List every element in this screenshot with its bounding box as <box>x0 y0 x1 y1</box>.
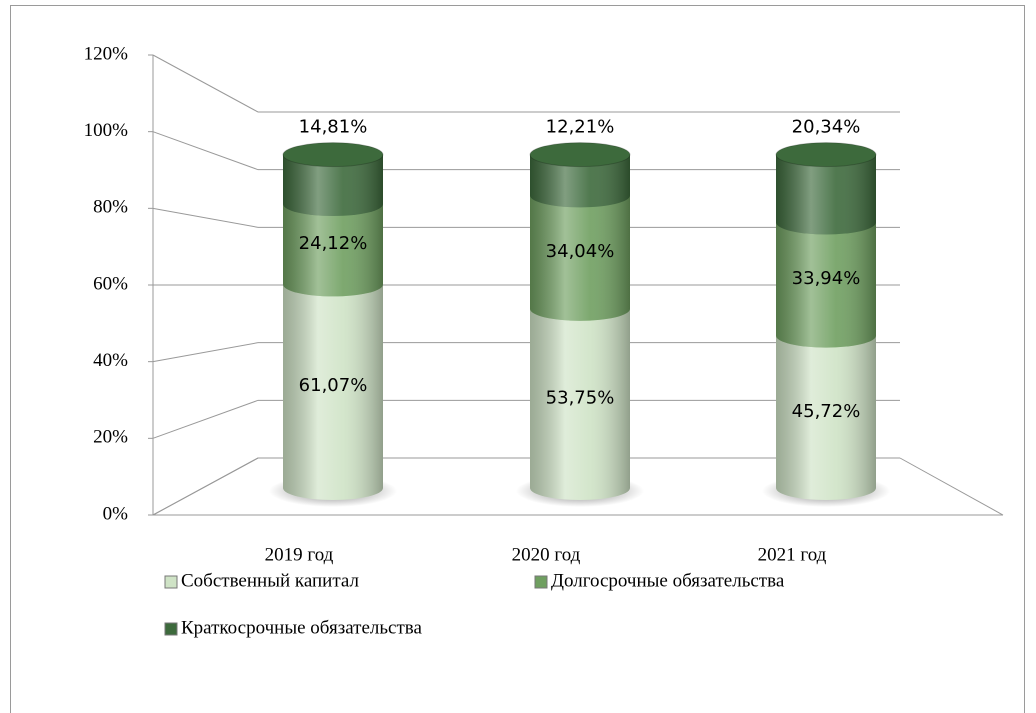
y-tick-label: 80% <box>93 197 128 218</box>
x-tick-label: 2020 год <box>512 544 581 565</box>
bar-shine <box>776 335 876 500</box>
legend-label: Собственный капитал <box>181 570 359 591</box>
bar-top <box>282 142 384 168</box>
x-tick-label: 2021 год <box>758 544 827 565</box>
bar-top <box>529 142 631 168</box>
grid-line <box>152 54 259 113</box>
y-tick-label: 40% <box>93 350 128 371</box>
value-label: 33,94% <box>792 268 861 289</box>
x-tick-label: 2019 год <box>265 544 334 565</box>
value-label: 53,75% <box>546 387 615 408</box>
legend-label: Долгосрочные обязательства <box>551 570 785 591</box>
chart-frame <box>10 5 1025 713</box>
value-label: 24,12% <box>299 233 368 254</box>
value-label: 14,81% <box>299 117 368 138</box>
value-label: 34,04% <box>546 241 615 262</box>
y-tick-label: 120% <box>84 43 129 64</box>
y-tick-label: 100% <box>84 120 129 141</box>
floor-right <box>899 457 1004 516</box>
grid-line <box>152 207 259 228</box>
bar-shine <box>530 195 630 321</box>
legend-swatch <box>534 575 548 589</box>
legend-swatch <box>164 575 178 589</box>
bar-shine <box>530 154 630 208</box>
grid-line <box>152 342 259 363</box>
bar-top <box>775 142 877 168</box>
grid-line <box>152 399 259 439</box>
bar-shine <box>283 154 383 217</box>
grid-line <box>152 457 259 516</box>
value-label: 61,07% <box>299 375 368 396</box>
y-tick-label: 60% <box>93 273 128 294</box>
grid-line <box>152 131 259 171</box>
legend-swatch <box>164 622 178 636</box>
bar-shine <box>776 222 876 348</box>
value-label: 20,34% <box>792 117 861 138</box>
y-tick-label: 0% <box>103 503 129 524</box>
bar-shine <box>776 154 876 235</box>
bar-shine <box>530 308 630 500</box>
bar-shine <box>283 204 383 297</box>
legend-label: Краткосрочные обязательства <box>181 617 422 638</box>
bar-shine <box>283 284 383 500</box>
value-label: 45,72% <box>792 401 861 422</box>
value-label: 12,21% <box>546 117 615 138</box>
y-tick-label: 20% <box>93 427 128 448</box>
